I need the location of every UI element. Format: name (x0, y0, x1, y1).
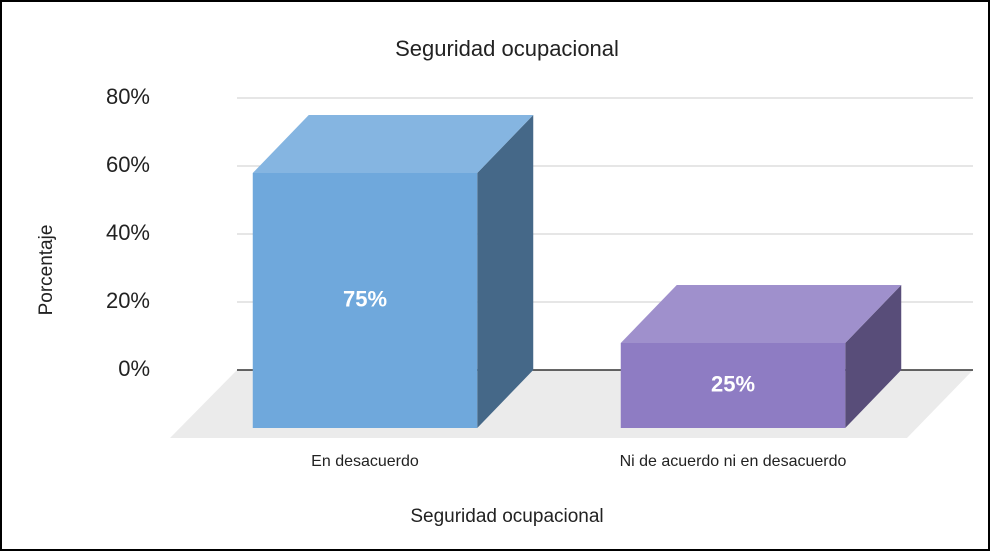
bar-side (845, 285, 902, 428)
y-tick-label: 0% (118, 356, 150, 381)
x-tick-label: Ni de acuerdo ni en desacuerdo (620, 453, 847, 470)
y-tick-label: 20% (106, 288, 150, 313)
y-tick-label: 60% (106, 152, 150, 177)
y-tick-label: 40% (106, 220, 150, 245)
y-axis-label: Porcentaje (36, 225, 57, 316)
chart-title: Seguridad ocupacional (395, 36, 619, 61)
bar-top (620, 285, 902, 343)
y-tick-label: 80% (106, 84, 150, 109)
value-label: 75% (343, 286, 387, 311)
bar (252, 173, 478, 428)
x-axis-label: Seguridad ocupacional (410, 506, 603, 527)
x-tick-label: En desacuerdo (311, 453, 419, 470)
bar-top (252, 115, 534, 173)
bar-side (477, 115, 534, 428)
value-label: 25% (711, 371, 755, 396)
bar (620, 343, 846, 428)
